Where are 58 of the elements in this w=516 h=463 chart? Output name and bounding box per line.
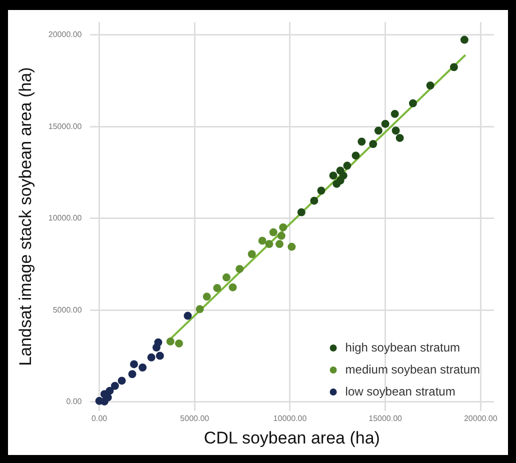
- point: [396, 134, 404, 142]
- point: [277, 232, 286, 240]
- point: [288, 242, 296, 251]
- point: [156, 352, 164, 360]
- point: [392, 126, 400, 135]
- point: [358, 138, 366, 146]
- point: [269, 228, 278, 236]
- point: [310, 196, 318, 205]
- point: [130, 360, 138, 368]
- point: [329, 172, 338, 180]
- point: [460, 36, 468, 44]
- point: [166, 337, 174, 346]
- x-axis-title: CDL soybean area (ha): [204, 428, 380, 448]
- point: [213, 284, 222, 292]
- point: [147, 353, 156, 362]
- point: [332, 180, 341, 188]
- x-tick-label: 0.00: [92, 414, 108, 424]
- point: [248, 250, 256, 258]
- point: [258, 236, 266, 245]
- point: [390, 110, 399, 118]
- y-tick-label: 20000.00: [48, 30, 82, 40]
- point: [343, 162, 352, 170]
- point: [279, 223, 288, 232]
- x-tick-label: 20000.00: [464, 414, 498, 424]
- point: [352, 152, 360, 160]
- y-tick-label: 10000.00: [48, 214, 82, 223]
- point: [110, 382, 119, 390]
- point: [152, 344, 161, 352]
- legend-label: medium soybean stratum: [345, 362, 480, 376]
- point: [184, 312, 192, 320]
- legend-label: low soybean stratum: [345, 384, 456, 398]
- x-tick-label: 10000.00: [273, 414, 308, 424]
- point: [118, 376, 126, 385]
- point: [202, 292, 211, 301]
- point: [275, 240, 284, 248]
- point: [222, 273, 230, 282]
- y-tick-label: 0.00: [66, 397, 82, 406]
- point: [369, 140, 378, 148]
- y-axis-title: Landsat image stack soybean area (ha): [16, 67, 35, 366]
- point: [374, 126, 382, 135]
- point: [317, 186, 326, 195]
- point: [265, 240, 274, 248]
- point: [175, 339, 184, 348]
- legend-label: high soybean stratum: [345, 340, 460, 354]
- point: [236, 264, 244, 273]
- point: [128, 370, 136, 378]
- point: [196, 305, 204, 314]
- y-tick-label: 15000.00: [48, 122, 82, 131]
- point: [426, 81, 434, 90]
- point: [450, 63, 458, 72]
- y-tick-label: 5000.00: [52, 305, 82, 314]
- x-tick-label: 15000.00: [368, 414, 403, 424]
- point: [381, 120, 390, 128]
- point: [408, 99, 417, 108]
- point: [297, 208, 306, 216]
- point: [138, 364, 147, 372]
- point: [228, 283, 237, 292]
- x-tick-label: 5000.00: [180, 414, 210, 424]
